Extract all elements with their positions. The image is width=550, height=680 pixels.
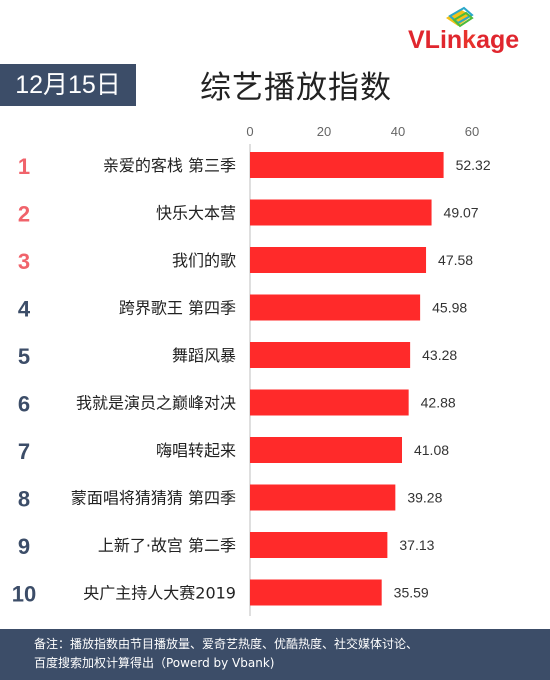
- value-label: 37.13: [399, 537, 434, 553]
- x-tick-label: 20: [317, 124, 331, 139]
- category-label: 蒙面唱将猜猜猜 第四季: [71, 489, 236, 508]
- value-label: 43.28: [422, 347, 457, 363]
- category-label: 我们的歌: [172, 251, 236, 270]
- value-label: 52.32: [456, 157, 491, 173]
- bar: [250, 247, 427, 273]
- bar: [250, 294, 421, 321]
- value-label: 49.07: [444, 205, 479, 221]
- bar: [250, 532, 388, 558]
- rank-number: 6: [18, 392, 30, 417]
- rank-number: 8: [18, 487, 30, 512]
- page-title: 综艺播放指数: [200, 70, 392, 106]
- category-label: 跨界歌王 第四季: [119, 299, 236, 318]
- rank-number: 5: [18, 344, 30, 369]
- rank-number: 7: [18, 439, 30, 464]
- logo-mark-icon: [446, 6, 474, 28]
- rank-number: 4: [18, 297, 31, 322]
- category-label: 央广主持人大赛2019: [83, 584, 236, 603]
- rank-number: 3: [18, 249, 30, 274]
- bar: [250, 389, 409, 416]
- value-label: 35.59: [394, 585, 429, 601]
- bar: [250, 342, 411, 368]
- rank-number: 10: [12, 582, 36, 607]
- ranking-bar-chart: 0 20 40 601 亲爱的客栈 第三季 52.322 快乐大本营 49.073 我们的歌 47…: [12, 124, 491, 616]
- bar: [250, 579, 382, 606]
- x-tick-label: 0: [246, 124, 253, 139]
- category-label: 嗨唱转起来: [156, 441, 236, 460]
- bar: [250, 199, 432, 226]
- value-label: 45.98: [432, 300, 467, 316]
- value-label: 47.58: [438, 252, 473, 268]
- footer-line-1: 备注：播放指数由节目播放量、爱奇艺热度、优酷热度、社交媒体讨论、: [34, 637, 419, 651]
- category-label: 亲爱的客栈 第三季: [103, 156, 236, 175]
- brand-name: VLinkage: [408, 26, 520, 54]
- footer-line-2: 百度搜索加权计算得出（Powerd by Vbank): [34, 656, 275, 670]
- value-label: 42.88: [421, 395, 456, 411]
- bar: [250, 152, 444, 178]
- category-label: 我就是演员之巅峰对决: [76, 394, 236, 413]
- x-tick-label: 60: [465, 124, 479, 139]
- vlinkage-logo: VLinkage: [408, 6, 542, 54]
- rank-number: 1: [18, 154, 30, 179]
- category-label: 舞蹈风暴: [172, 346, 236, 365]
- footer-note: 备注：播放指数由节目播放量、爱奇艺热度、优酷热度、社交媒体讨论、 百度搜索加权计…: [0, 629, 550, 680]
- category-label: 快乐大本营: [156, 204, 236, 223]
- value-label: 41.08: [414, 442, 449, 458]
- x-tick-label: 40: [391, 124, 405, 139]
- bar: [250, 484, 396, 511]
- bar: [250, 437, 402, 463]
- rank-number: 9: [18, 534, 30, 559]
- value-label: 39.28: [407, 490, 442, 506]
- date-badge: 12月15日: [0, 64, 136, 106]
- rank-number: 2: [18, 202, 30, 227]
- category-label: 上新了·故宫 第二季: [98, 536, 236, 555]
